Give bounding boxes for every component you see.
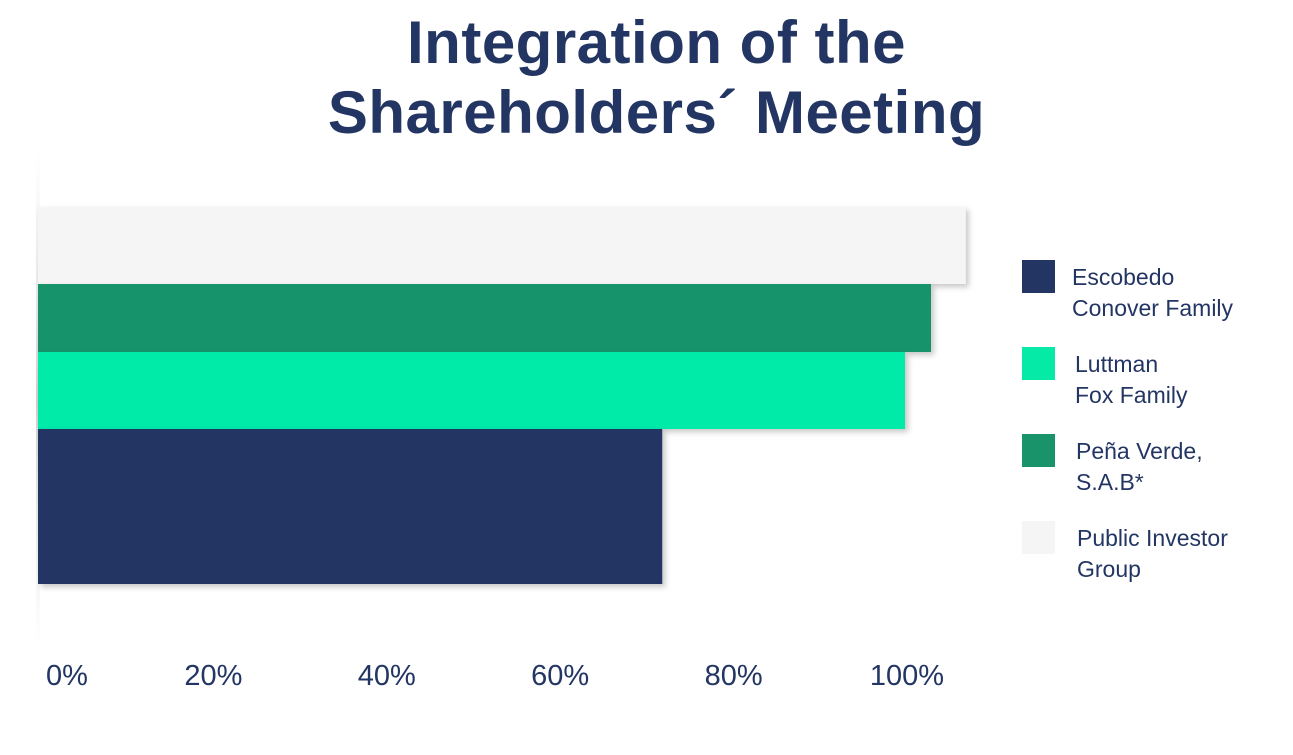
bar-escobedo — [38, 429, 663, 584]
x-tick-label: 0% — [46, 660, 88, 692]
legend-label-pena-verde: Peña Verde, S.A.B* — [1076, 438, 1203, 495]
legend-label-luttman: Luttman Fox Family — [1075, 351, 1188, 408]
chart-title: Integration of the Shareholders´ Meeting — [0, 8, 1293, 148]
title-line-2: Shareholders´ Meeting — [327, 79, 986, 146]
legend-label-escobedo: Escobedo Conover Family — [1072, 264, 1234, 321]
legend-swatch-public-investor — [1022, 521, 1055, 554]
legend-swatch-escobedo — [1022, 260, 1055, 293]
title-line-1: Integration of the — [407, 9, 906, 76]
bar-pena-verde — [38, 284, 932, 352]
bar-public-investor — [38, 207, 966, 284]
bar-luttman — [38, 352, 905, 429]
x-tick-label: 20% — [184, 660, 243, 692]
x-tick-label: 80% — [704, 660, 763, 692]
legend-swatch-pena-verde — [1022, 434, 1055, 467]
legend-label-public-investor: Public Investor Group — [1077, 525, 1228, 582]
x-tick-label: 40% — [357, 660, 416, 692]
legend-swatch-luttman — [1022, 347, 1055, 380]
x-tick-label: 100% — [869, 660, 945, 692]
x-tick-label: 60% — [531, 660, 590, 692]
bar-chart — [36, 150, 966, 650]
